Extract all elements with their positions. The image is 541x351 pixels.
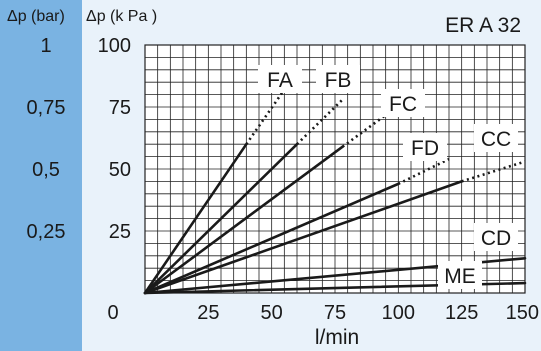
x-tick-label: 150	[506, 302, 539, 324]
series-label-fb: FB	[325, 69, 352, 92]
series-label-cc: CC	[481, 128, 511, 151]
x-tick-label: 75	[324, 302, 346, 324]
series-label-box-cc	[474, 124, 518, 152]
series-extension-fa	[245, 88, 286, 145]
y-tick-label: 75	[109, 97, 131, 119]
y-tick-label: 25	[109, 221, 131, 243]
series-extension-cc	[461, 160, 526, 183]
series-label-box-fd	[403, 133, 447, 161]
series-label-box-me	[438, 261, 482, 289]
series-line-fc	[143, 145, 344, 295]
secondary-y-tick-label: 0,75	[27, 97, 66, 119]
series-extension-fd	[397, 157, 450, 186]
x-axis-label: l/min	[315, 326, 359, 349]
series-line-fb	[143, 142, 299, 295]
secondary-axis-band	[0, 0, 82, 351]
series-label-box-fa	[258, 65, 302, 93]
secondary-y-tick-label: 1	[40, 35, 51, 57]
series-label-box-fc	[381, 89, 425, 117]
y-tick-labels: 100 75 50 25	[98, 35, 131, 243]
series-line-cc	[143, 180, 463, 295]
series-label-me: ME	[444, 265, 476, 288]
series-label-box-fb	[316, 65, 360, 93]
x-tick-labels: 0 25 50 75 100 125 150	[107, 302, 539, 324]
y-tick-label: 50	[109, 159, 131, 181]
x-tick-label: 100	[382, 302, 415, 324]
series-line-fd	[143, 182, 400, 295]
series-label-cd: CD	[481, 227, 511, 250]
y-tick-label: 100	[98, 35, 131, 57]
secondary-y-tick-labels: 1 0,75 0,5 0,25	[27, 35, 66, 243]
secondary-y-tick-label: 0,5	[32, 159, 60, 181]
series-label-box-cd	[474, 223, 518, 251]
chart-title: ER A 32	[445, 14, 521, 37]
series-label-fd: FD	[411, 137, 439, 160]
series-label-fa: FA	[267, 69, 293, 92]
x-tick-label: 125	[445, 302, 478, 324]
x-tick-label: 0	[107, 302, 118, 324]
series-lines	[143, 88, 527, 295]
series-line-fa	[143, 142, 248, 295]
secondary-y-axis-label: Δp (bar)	[7, 8, 65, 25]
x-tick-label: 25	[197, 302, 219, 324]
y-axis-label: Δp (k Pa )	[86, 8, 157, 25]
x-tick-label: 50	[261, 302, 283, 324]
series-label-fc: FC	[389, 93, 417, 116]
secondary-y-tick-label: 0,25	[27, 221, 66, 243]
